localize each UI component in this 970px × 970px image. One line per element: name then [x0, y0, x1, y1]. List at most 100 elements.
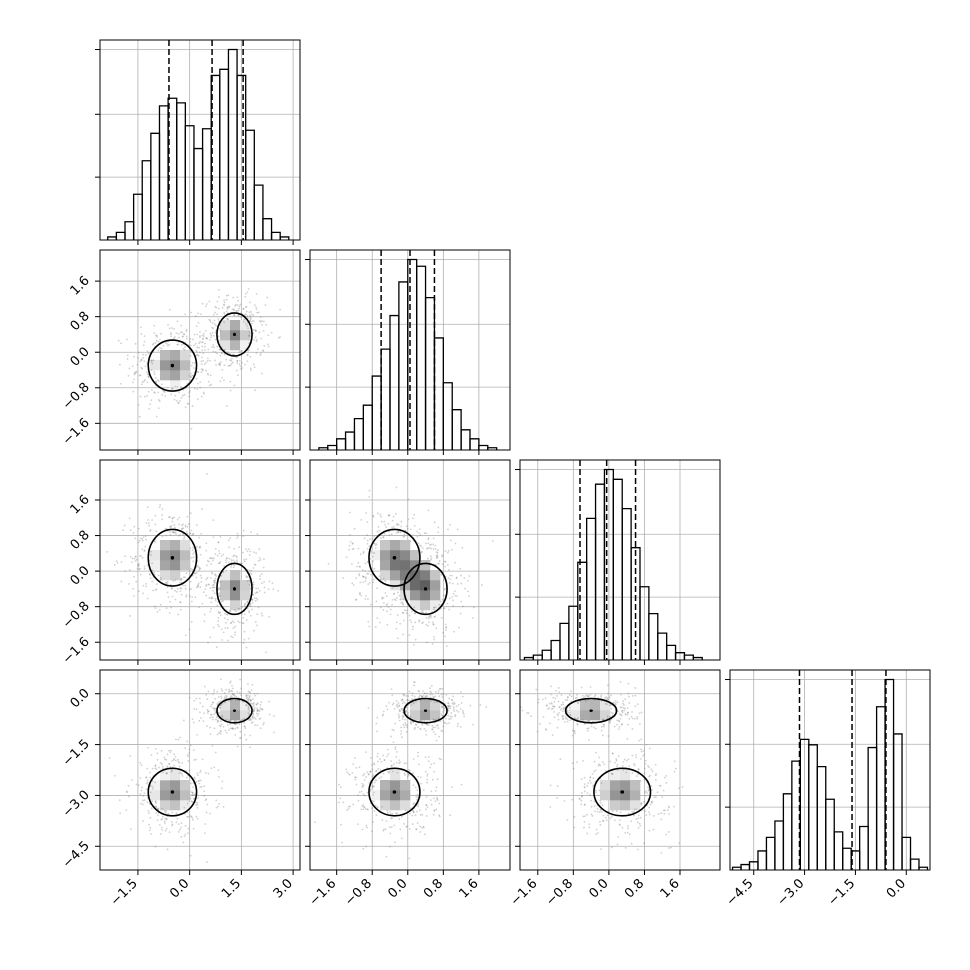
scatter-point	[442, 578, 445, 581]
scatter-point	[139, 395, 142, 398]
scatter-point	[206, 559, 209, 562]
scatter-point	[223, 617, 226, 620]
scatter-point	[212, 313, 215, 316]
scatter-point	[382, 609, 385, 611]
scatter-point	[402, 723, 405, 726]
scatter-point	[172, 759, 175, 761]
scatter-point	[203, 345, 206, 348]
scatter-point	[602, 725, 605, 728]
scatter-point	[606, 814, 609, 817]
scatter-point	[223, 311, 226, 314]
scatter-point	[247, 694, 249, 697]
scatter-point	[150, 833, 153, 835]
density-cell	[180, 790, 191, 801]
scatter-point	[615, 759, 618, 762]
scatter-point	[251, 715, 254, 718]
scatter-point	[219, 611, 222, 614]
scatter-point	[182, 527, 185, 530]
scatter-point	[148, 803, 151, 805]
scatter-point	[427, 755, 430, 758]
scatter-point	[247, 349, 250, 352]
scatter-point	[449, 715, 452, 718]
panel-3-1: −1.6 −0.8 0.0 0.8 1.6	[305, 669, 511, 909]
scatter-point	[401, 718, 404, 721]
scatter-point	[400, 726, 403, 729]
scatter-point	[459, 726, 462, 728]
scatter-point	[249, 301, 251, 304]
y-tick-label: 1.6	[68, 273, 93, 298]
scatter-point	[441, 696, 444, 699]
scatter-3-2	[520, 680, 684, 854]
scatter-point	[119, 382, 122, 385]
scatter-point	[242, 622, 245, 625]
scatter-point	[391, 728, 394, 731]
scatter-point	[211, 331, 214, 334]
scatter-point	[245, 694, 248, 697]
scatter-point	[637, 768, 640, 771]
scatter-point	[140, 333, 143, 335]
scatter-point	[451, 582, 454, 585]
scatter-point	[181, 331, 184, 334]
density-cell	[240, 340, 251, 351]
scatter-point	[173, 327, 176, 330]
scatter-point	[259, 316, 262, 319]
scatter-point	[251, 683, 254, 686]
contour-0-0	[147, 339, 198, 392]
scatter-point	[451, 699, 454, 702]
scatter-point	[648, 775, 651, 778]
scatter-point	[131, 561, 133, 563]
scatter-point	[354, 598, 357, 601]
scatter-point	[392, 741, 395, 744]
scatter-point	[550, 708, 553, 710]
y-tick-label: 0.0	[68, 686, 93, 711]
scatter-point	[663, 809, 666, 812]
scatter-point	[615, 765, 618, 768]
density-cell	[430, 700, 441, 711]
scatter-point	[444, 565, 446, 568]
scatter-point	[614, 819, 616, 822]
scatter-point	[570, 690, 572, 692]
scatter-point	[590, 725, 593, 728]
scatter-point	[205, 861, 208, 864]
scatter-point	[443, 707, 446, 710]
scatter-point	[153, 332, 156, 335]
contour-0-0	[368, 767, 421, 817]
scatter-point	[409, 528, 412, 531]
scatter-point	[369, 770, 372, 773]
scatter-point	[441, 714, 444, 717]
scatter-point	[217, 610, 220, 613]
scatter-point	[225, 621, 227, 624]
scatter-point	[431, 728, 434, 731]
scatter-point	[220, 678, 222, 681]
scatter-point	[648, 747, 651, 750]
hist-bar-7	[380, 348, 391, 450]
scatter-point	[433, 701, 436, 704]
scatter-point	[423, 692, 426, 695]
scatter-point	[173, 523, 176, 526]
scatter-point	[257, 587, 260, 590]
density-cell	[160, 560, 171, 571]
panel-2-0: −1.6−0.80.00.81.6	[60, 459, 301, 667]
scatter-point	[218, 307, 220, 310]
scatter-point	[411, 694, 414, 697]
scatter-point	[432, 813, 435, 816]
scatter-point	[223, 299, 226, 301]
scatter-point	[441, 687, 444, 690]
scatter-point	[426, 773, 429, 775]
scatter-point	[213, 323, 216, 326]
scatter-point	[579, 700, 581, 703]
scatter-point	[217, 541, 220, 544]
scatter-point	[201, 349, 204, 352]
scatter-point	[399, 761, 402, 764]
scatter-point	[545, 729, 548, 731]
scatter-point	[627, 711, 630, 714]
scatter-point	[426, 781, 429, 784]
scatter-point	[452, 708, 455, 711]
scatter-point	[373, 810, 376, 813]
scatter-1-0	[117, 288, 282, 430]
scatter-point	[617, 755, 620, 758]
scatter-point	[189, 350, 192, 353]
scatter-point	[145, 776, 148, 779]
scatter-point	[393, 707, 396, 710]
scatter-point	[341, 841, 343, 844]
